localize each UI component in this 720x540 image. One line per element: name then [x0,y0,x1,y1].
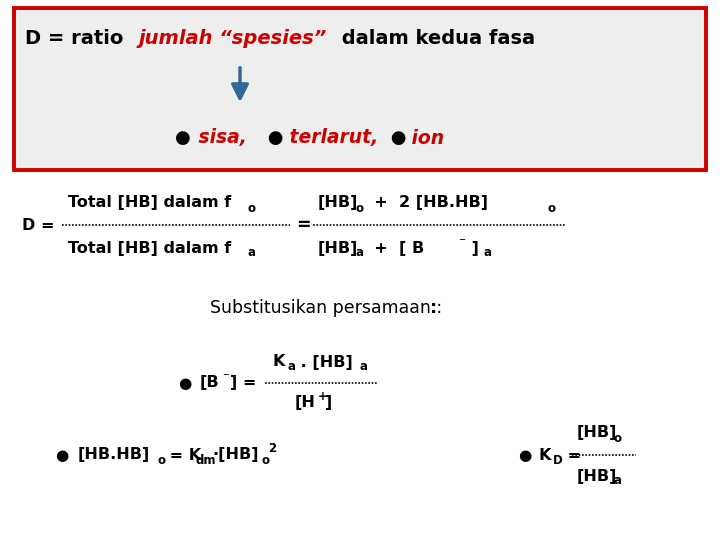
Text: Total [HB] dalam f: Total [HB] dalam f [68,240,231,255]
Text: ●: ● [518,448,531,462]
Text: dalam kedua fasa: dalam kedua fasa [335,29,535,48]
FancyBboxPatch shape [14,8,706,170]
Text: ]: ] [325,395,332,409]
Text: a: a [248,246,256,260]
Text: K: K [272,354,284,369]
Text: ] =: ] = [230,375,262,390]
Text: dm: dm [196,454,217,467]
Text: jumlah “spesies”: jumlah “spesies” [138,29,326,48]
Text: ●: ● [55,448,68,462]
Text: o: o [356,201,364,214]
Text: =: = [562,448,587,462]
Text: Total [HB] dalam f: Total [HB] dalam f [68,195,231,211]
Text: ●: ● [262,129,284,147]
Text: sisa,: sisa, [192,129,247,147]
Text: o: o [261,454,269,467]
Text: [HB]: [HB] [577,426,617,441]
Text: o: o [157,454,165,467]
Text: ion: ion [405,129,444,147]
Text: [HB]: [HB] [318,240,359,255]
Text: ●: ● [385,129,407,147]
Text: [HB.HB]: [HB.HB] [78,448,150,462]
Text: a: a [356,246,364,260]
Text: 2: 2 [268,442,276,456]
Text: +  2 [HB.HB]: + 2 [HB.HB] [363,195,488,211]
Text: o: o [248,201,256,214]
Text: +: + [318,390,328,403]
Text: . [HB]: . [HB] [295,354,353,369]
Text: = K: = K [164,448,201,462]
Text: ⁻: ⁻ [458,237,465,249]
Text: [B: [B [200,375,220,390]
Text: Substitusikan persamaan :: Substitusikan persamaan : [210,299,442,317]
Text: [HB]: [HB] [577,469,617,483]
Text: +  [ B: + [ B [363,240,424,255]
Text: ●: ● [175,129,191,147]
Text: terlarut,: terlarut, [283,129,378,147]
Text: :: : [430,299,437,317]
Text: a: a [484,246,492,260]
Text: ⁻: ⁻ [222,372,229,384]
Text: a: a [288,361,296,374]
Text: =: = [296,216,310,234]
Text: D = ratio: D = ratio [25,29,137,48]
Text: ]: ] [466,240,479,255]
Text: D =: D = [22,218,60,233]
Text: a: a [614,475,622,488]
Text: [H: [H [295,395,316,409]
Text: o: o [614,431,622,444]
Text: K: K [538,448,550,462]
Text: D: D [553,454,563,467]
Text: o: o [547,201,555,214]
Text: ·[HB]: ·[HB] [212,448,258,462]
Text: [HB]: [HB] [318,195,359,211]
Text: a: a [360,361,368,374]
Text: ●: ● [178,375,192,390]
